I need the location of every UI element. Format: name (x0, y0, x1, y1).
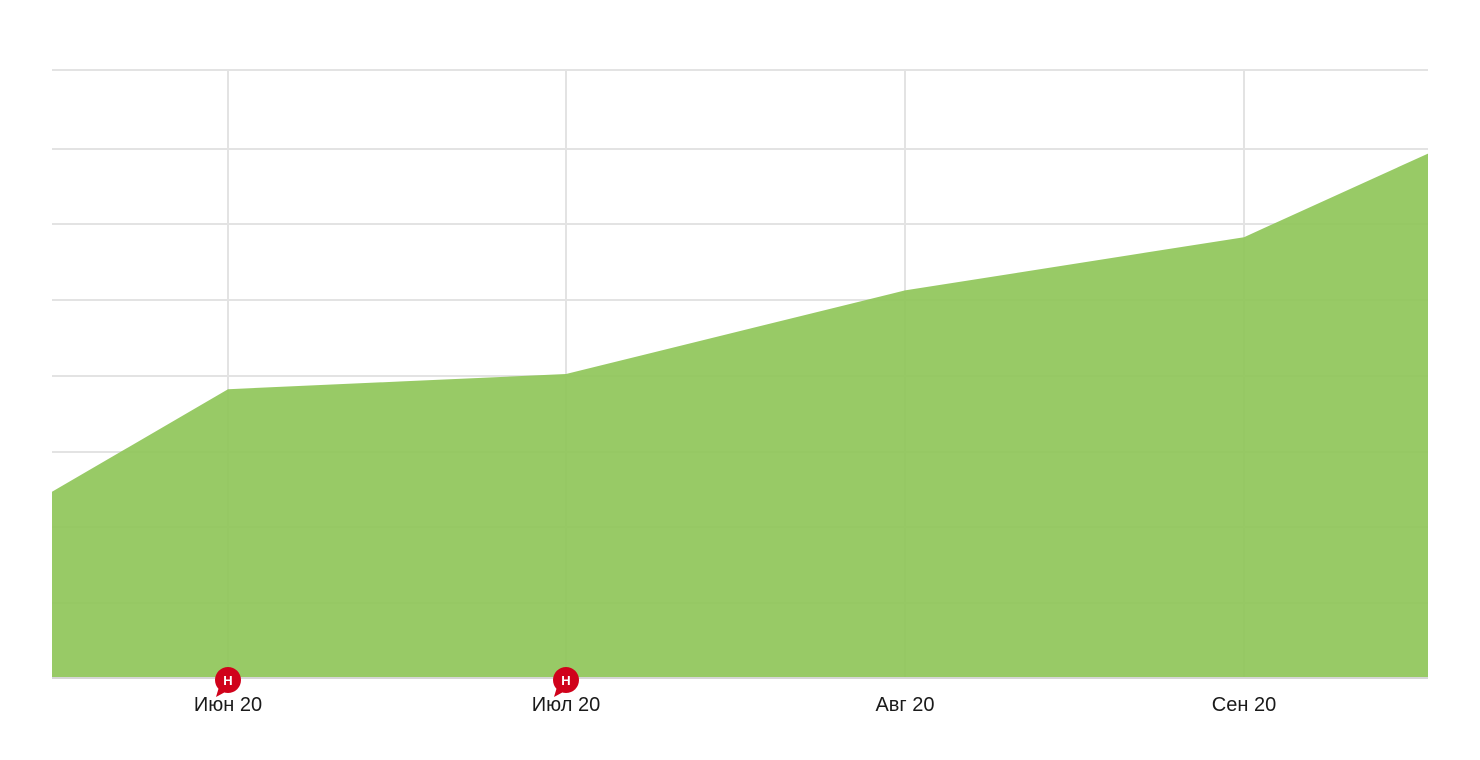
news-marker[interactable]: Н (215, 667, 241, 697)
area-series (52, 153, 1428, 679)
x-tick-label: Июл 20 (532, 694, 600, 716)
marker-label: Н (223, 673, 232, 688)
x-tick-label: Авг 20 (875, 694, 934, 716)
x-tick-label: Июн 20 (194, 694, 262, 716)
marker-tail (554, 687, 565, 697)
x-tick-label: Сен 20 (1212, 694, 1276, 716)
marker-tail (216, 687, 227, 697)
x-axis-ticks: Июн 20 Июл 20 Авг 20 Сен 20 (194, 694, 1276, 716)
marker-bubble (553, 667, 579, 693)
news-marker[interactable]: Н (553, 667, 579, 697)
marker-bubble (215, 667, 241, 693)
marker-label: Н (561, 673, 570, 688)
